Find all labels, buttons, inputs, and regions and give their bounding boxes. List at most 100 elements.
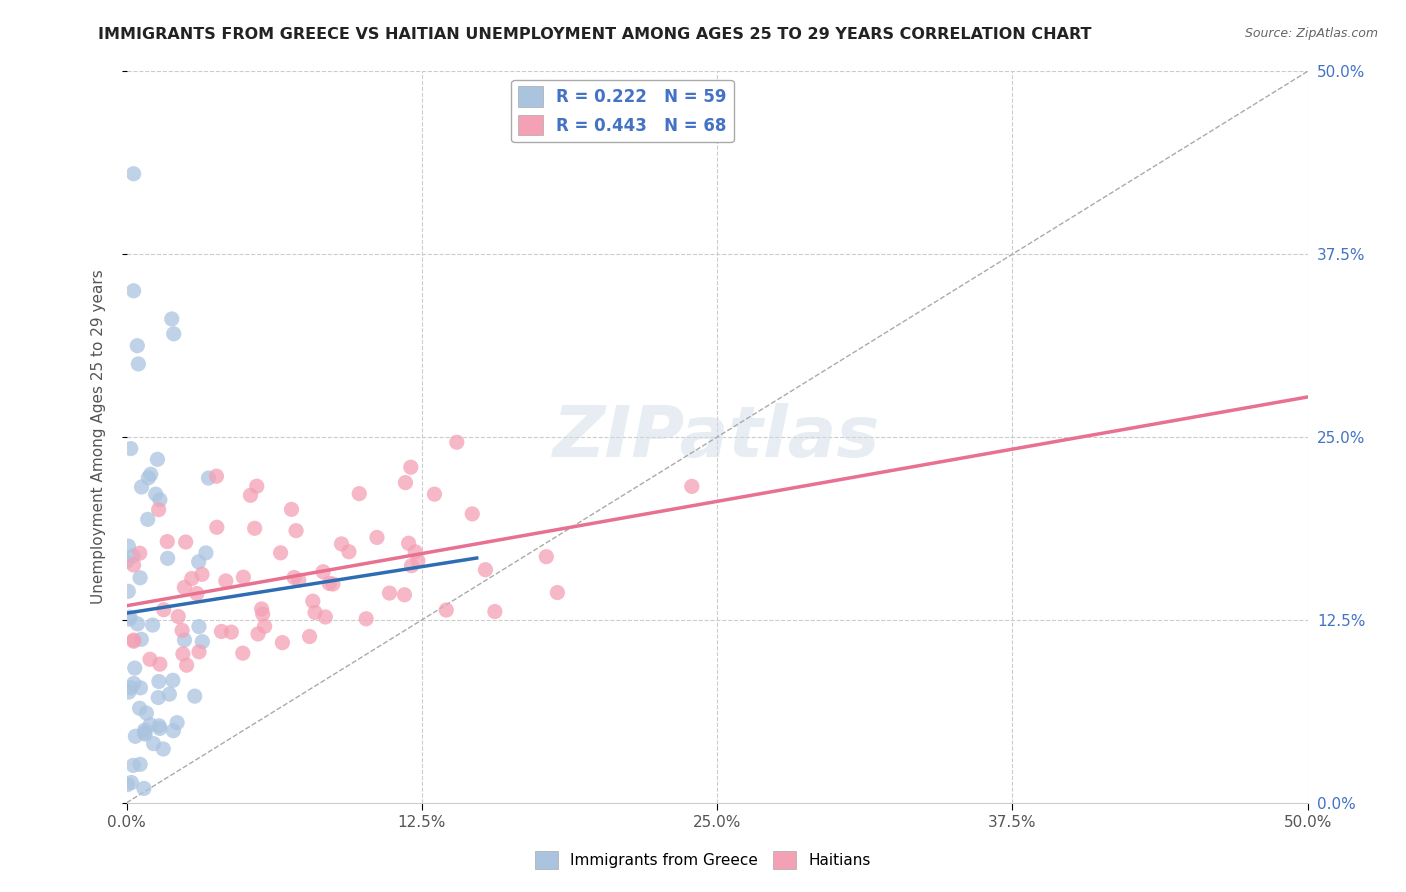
Point xyxy=(134,727,156,741)
Point xyxy=(253,619,276,633)
Point xyxy=(156,534,179,549)
Point xyxy=(394,588,416,602)
Point xyxy=(298,630,321,644)
Point xyxy=(446,435,468,450)
Point xyxy=(149,657,172,672)
Point xyxy=(122,167,145,181)
Point xyxy=(162,673,184,688)
Point xyxy=(135,706,157,720)
Point xyxy=(330,537,353,551)
Point xyxy=(176,658,198,673)
Point xyxy=(366,530,388,544)
Point xyxy=(122,676,145,690)
Text: Source: ZipAtlas.com: Source: ZipAtlas.com xyxy=(1244,27,1378,40)
Point xyxy=(536,549,558,564)
Point xyxy=(172,624,194,638)
Point xyxy=(145,487,167,501)
Point xyxy=(118,612,141,626)
Point xyxy=(283,570,305,584)
Point xyxy=(246,627,269,641)
Point xyxy=(232,646,254,660)
Point xyxy=(115,554,138,568)
Point xyxy=(136,512,159,526)
Point xyxy=(314,610,336,624)
Point xyxy=(187,619,209,633)
Point xyxy=(312,565,335,579)
Point xyxy=(401,558,423,573)
Point xyxy=(180,572,202,586)
Point xyxy=(149,492,172,507)
Point xyxy=(378,586,401,600)
Point xyxy=(149,722,172,736)
Point xyxy=(129,571,152,585)
Point xyxy=(246,479,269,493)
Point xyxy=(139,467,162,482)
Point xyxy=(122,758,145,772)
Point xyxy=(134,725,156,739)
Point xyxy=(394,475,416,490)
Point xyxy=(117,539,139,553)
Point xyxy=(239,488,262,502)
Point xyxy=(139,652,162,666)
Point xyxy=(187,555,209,569)
Point xyxy=(354,612,377,626)
Point xyxy=(122,633,145,648)
Point xyxy=(152,603,174,617)
Text: ZIPatlas: ZIPatlas xyxy=(554,402,880,472)
Point xyxy=(423,487,446,501)
Point xyxy=(157,687,180,701)
Point xyxy=(152,742,174,756)
Point xyxy=(120,681,142,695)
Point xyxy=(399,460,422,475)
Point xyxy=(211,624,233,639)
Point xyxy=(122,634,145,648)
Point xyxy=(304,606,326,620)
Point xyxy=(349,486,371,500)
Point xyxy=(337,545,360,559)
Point xyxy=(166,715,188,730)
Point xyxy=(285,524,308,538)
Point xyxy=(129,757,152,772)
Point xyxy=(172,647,194,661)
Point xyxy=(197,471,219,485)
Point xyxy=(398,536,420,550)
Text: IMMIGRANTS FROM GREECE VS HAITIAN UNEMPLOYMENT AMONG AGES 25 TO 29 YEARS CORRELA: IMMIGRANTS FROM GREECE VS HAITIAN UNEMPL… xyxy=(98,27,1092,42)
Point xyxy=(131,632,153,647)
Point xyxy=(124,729,146,743)
Point xyxy=(118,610,141,624)
Point xyxy=(280,502,302,516)
Point xyxy=(128,701,150,715)
Legend: R = 0.222   N = 59, R = 0.443   N = 68: R = 0.222 N = 59, R = 0.443 N = 68 xyxy=(512,79,734,142)
Point xyxy=(250,602,273,616)
Point xyxy=(127,339,149,353)
Point xyxy=(270,546,292,560)
Point xyxy=(138,471,160,485)
Point xyxy=(191,634,214,648)
Point xyxy=(131,480,153,494)
Point xyxy=(148,719,170,733)
Point xyxy=(128,546,150,560)
Point xyxy=(434,603,457,617)
Point xyxy=(160,312,183,326)
Point xyxy=(243,521,266,535)
Point xyxy=(322,577,344,591)
Point xyxy=(129,681,152,695)
Point xyxy=(118,685,141,699)
Point xyxy=(174,535,197,549)
Point xyxy=(139,717,162,731)
Legend: Immigrants from Greece, Haitians: Immigrants from Greece, Haitians xyxy=(529,845,877,875)
Point xyxy=(120,775,142,789)
Point xyxy=(156,551,179,566)
Y-axis label: Unemployment Among Ages 25 to 29 years: Unemployment Among Ages 25 to 29 years xyxy=(91,269,105,605)
Point xyxy=(232,570,254,584)
Point xyxy=(120,442,142,456)
Point xyxy=(288,574,311,588)
Point xyxy=(404,545,426,559)
Point xyxy=(252,607,274,621)
Point xyxy=(173,632,195,647)
Point xyxy=(188,645,211,659)
Point xyxy=(484,605,506,619)
Point xyxy=(301,594,323,608)
Point xyxy=(205,469,228,483)
Point xyxy=(183,689,205,703)
